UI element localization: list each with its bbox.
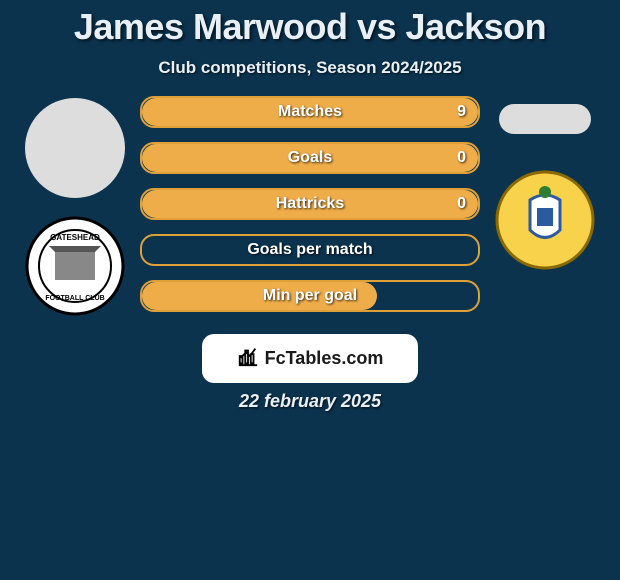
right-club-badge — [495, 170, 595, 270]
stat-bar: Goals 0 — [140, 142, 480, 174]
brand-box[interactable]: FcTables.com — [202, 334, 418, 383]
brand-text: FcTables.com — [265, 348, 384, 369]
left-club-badge: GATESHEAD FOOTBALL CLUB — [25, 216, 125, 316]
comparison-card: James Marwood vs Jackson Club competitio… — [0, 0, 620, 580]
stat-bar-label: Hattricks — [276, 195, 344, 213]
stat-bar-label: Goals per match — [247, 241, 372, 259]
stat-bar: Hattricks 0 — [140, 188, 480, 220]
stat-bar: Matches 9 — [140, 96, 480, 128]
stat-bar-right-value: 0 — [457, 149, 466, 167]
left-player-avatar — [25, 98, 125, 198]
chart-icon — [237, 345, 259, 372]
date-text: 22 february 2025 — [0, 391, 620, 412]
svg-text:FOOTBALL CLUB: FOOTBALL CLUB — [45, 295, 104, 302]
stat-bars: Matches 9 Goals 0 Hattricks 0 Goals per match M… — [140, 96, 480, 312]
stat-bar: Goals per match — [140, 234, 480, 266]
stat-bar-right-value: 9 — [457, 103, 466, 121]
stat-bar-label: Min per goal — [263, 287, 357, 305]
stat-bar: Min per goal — [140, 280, 480, 312]
svg-text:GATESHEAD: GATESHEAD — [50, 233, 100, 242]
page-subtitle: Club competitions, Season 2024/2025 — [0, 58, 620, 78]
page-title: James Marwood vs Jackson — [0, 6, 620, 48]
right-column — [480, 96, 610, 270]
stat-bar-label: Matches — [278, 103, 342, 121]
stat-bar-right-value: 0 — [457, 195, 466, 213]
gateshead-badge-icon: GATESHEAD FOOTBALL CLUB — [25, 216, 125, 316]
left-column: GATESHEAD FOOTBALL CLUB — [10, 96, 140, 316]
sutton-badge-icon — [495, 170, 595, 270]
body-row: GATESHEAD FOOTBALL CLUB Matches9Goals0Ha… — [0, 96, 620, 316]
stat-bar-label: Goals — [288, 149, 332, 167]
right-player-avatar — [499, 104, 591, 134]
